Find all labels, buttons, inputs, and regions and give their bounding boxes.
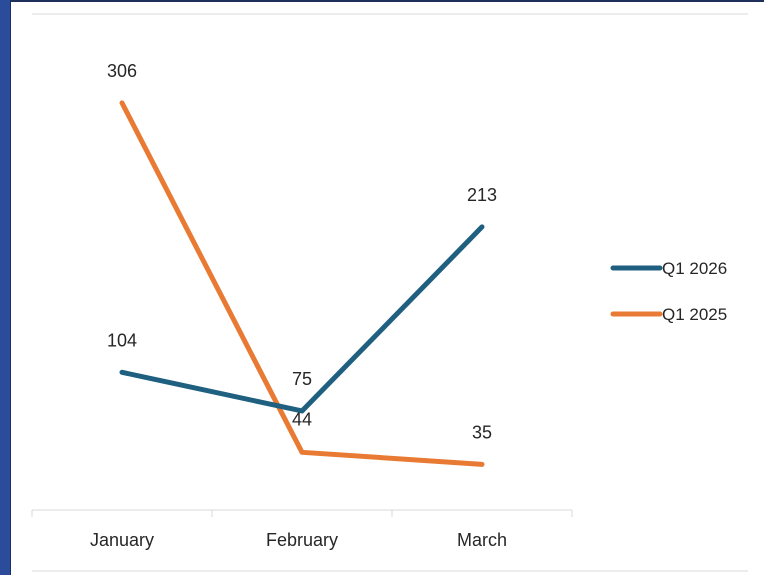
x-axis-tick-labels: January February March: [90, 530, 507, 550]
data-label: 75: [292, 369, 312, 389]
data-label: 104: [107, 330, 137, 350]
data-label: 35: [472, 422, 492, 442]
x-tick-label: February: [266, 530, 338, 550]
data-label: 306: [107, 61, 137, 81]
legend-label: Q1 2026: [662, 259, 727, 278]
legend-label: Q1 2025: [662, 305, 727, 324]
window-left-border: [0, 0, 11, 575]
data-labels: 104 75 213 306 44 35: [107, 61, 497, 442]
data-label: 213: [467, 185, 497, 205]
series-line-2: [119, 100, 485, 467]
series-line-1: [119, 224, 485, 414]
x-axis-ticks: [31, 510, 573, 517]
window-top-border: [11, 0, 764, 2]
legend: Q1 2026 Q1 2025: [610, 259, 727, 324]
x-tick-label: January: [90, 530, 154, 550]
data-label: 44: [292, 409, 312, 429]
x-tick-label: March: [457, 530, 507, 550]
series-lines: [119, 100, 485, 467]
